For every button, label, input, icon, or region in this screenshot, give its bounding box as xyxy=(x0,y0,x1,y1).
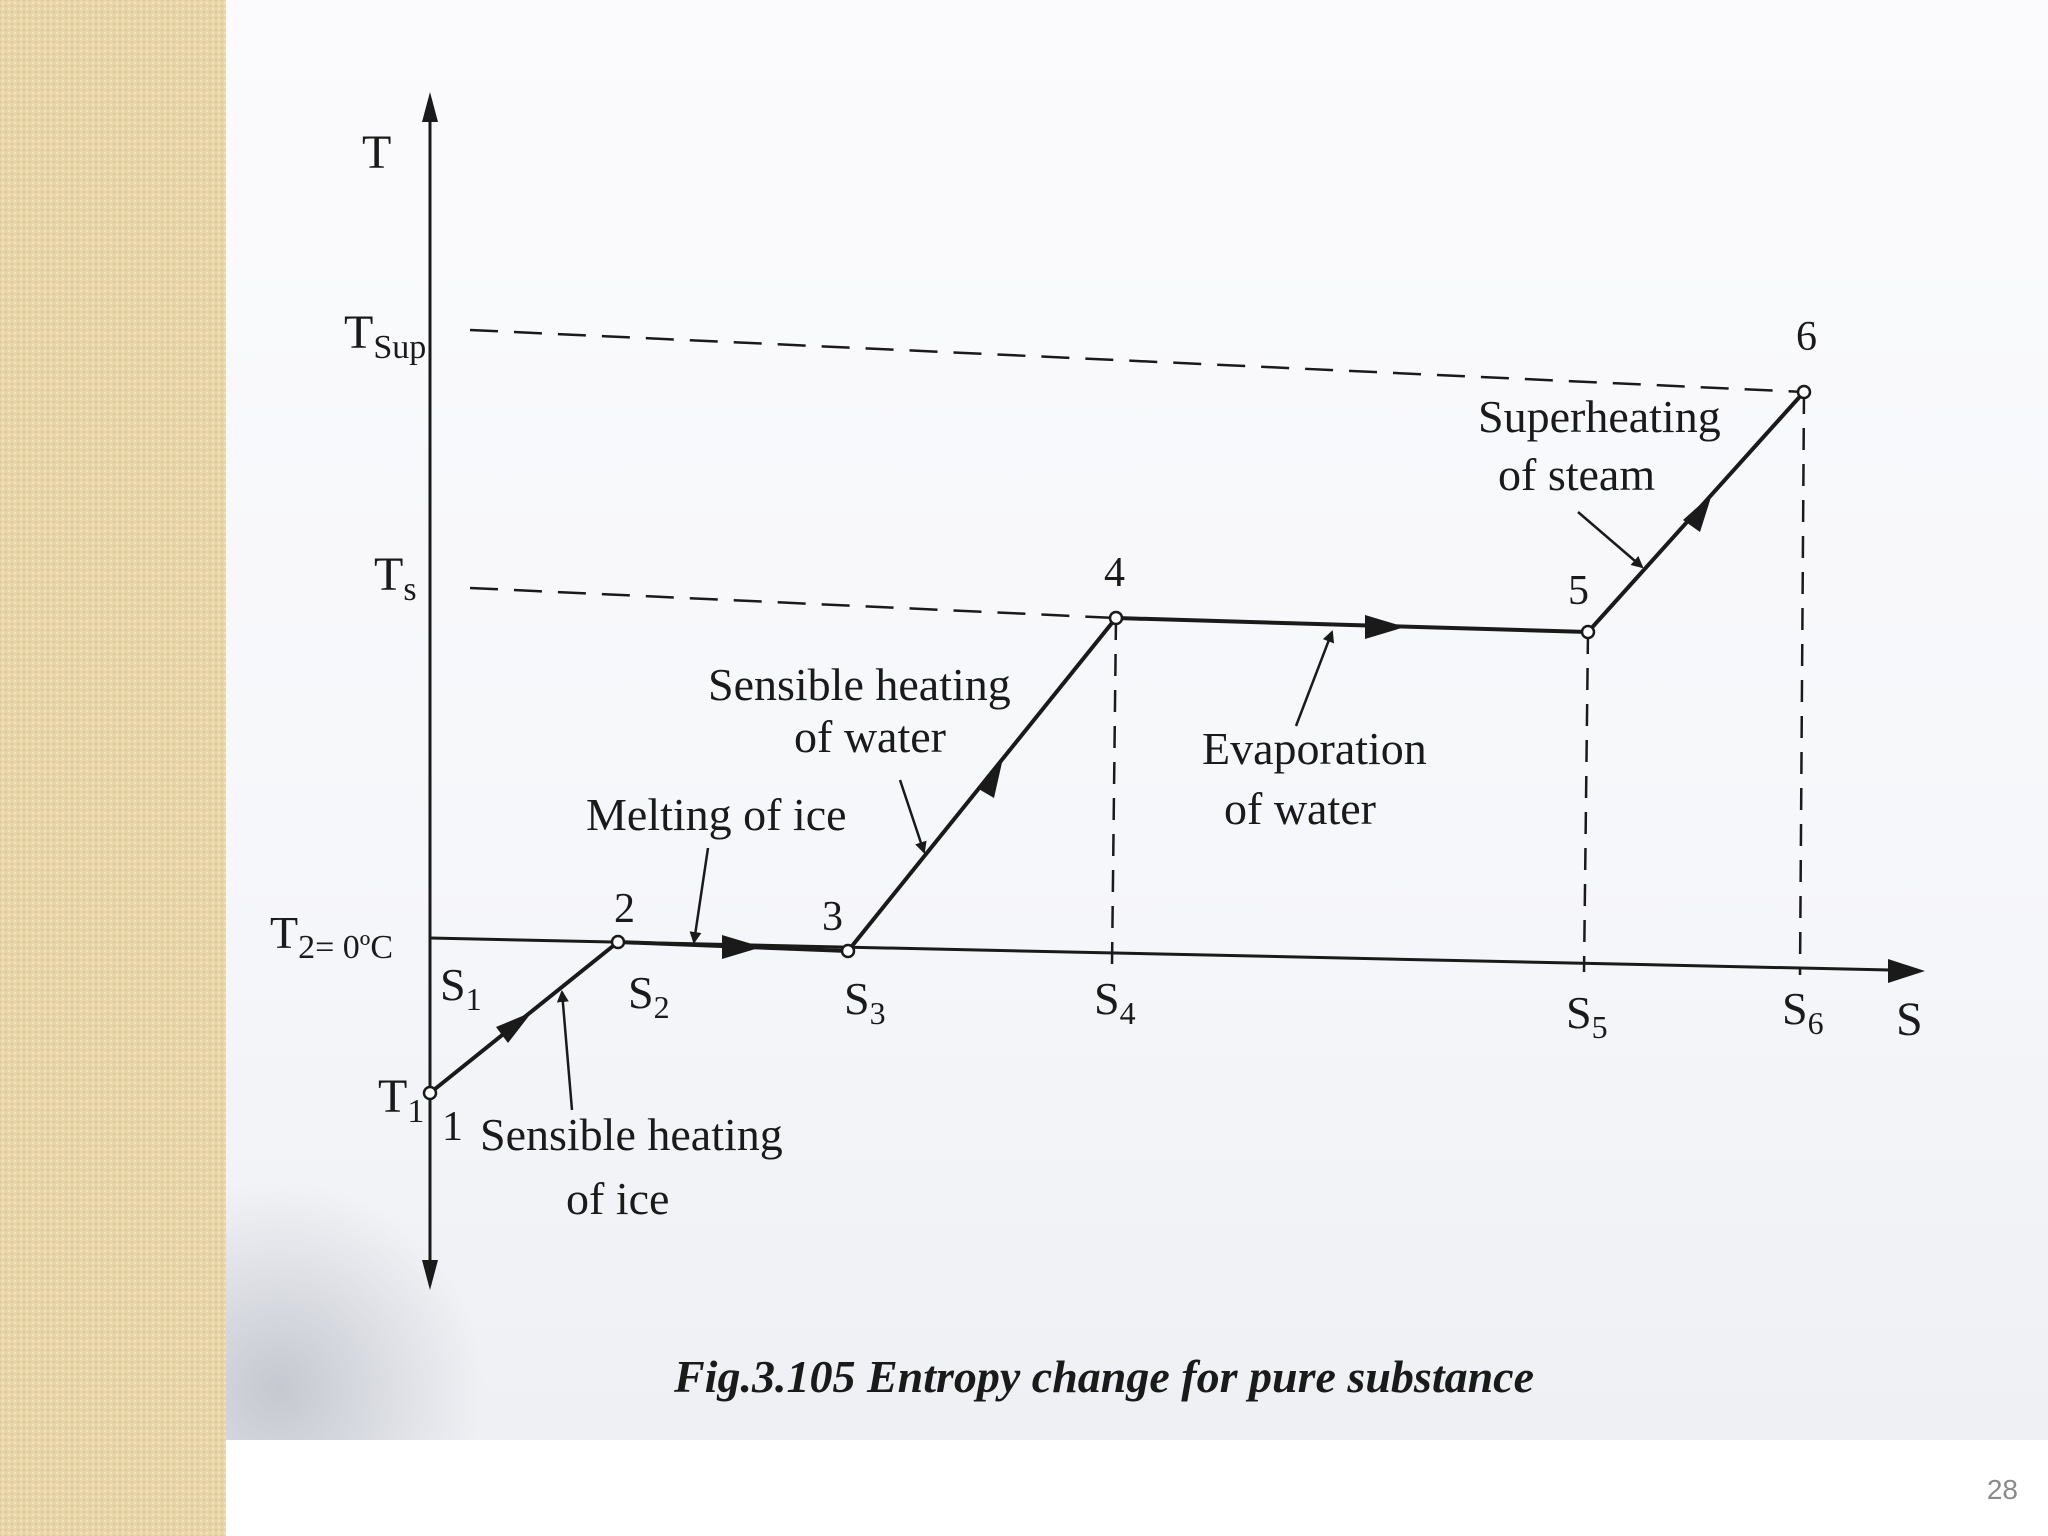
s5-dashed-line xyxy=(1582,631,1590,973)
textbook-photo-background xyxy=(226,0,2048,1440)
annotation-sensible-ice-line2: of ice xyxy=(566,1173,669,1224)
leader-melting xyxy=(689,847,710,944)
t-axis-arrow-down xyxy=(422,1260,438,1290)
direction-arrow-1-2 xyxy=(496,1012,532,1043)
figure-caption: Fig.3.105 Entropy change for pure substa… xyxy=(673,1351,1535,1402)
annotation-melting: Melting of ice xyxy=(586,789,847,840)
s-axis-label: S xyxy=(1896,993,1923,1046)
decorative-side-strip xyxy=(0,0,226,1536)
state-point-1 xyxy=(422,1085,438,1101)
s5-label: S5 xyxy=(1566,987,1608,1045)
t-axis-arrow-up xyxy=(422,92,438,122)
point-label-2: 2 xyxy=(614,886,635,932)
t-sup-dashed-line xyxy=(469,328,1805,394)
point-label-3: 3 xyxy=(822,894,843,940)
direction-arrow-5-6 xyxy=(1683,494,1712,532)
t-s-dashed-line xyxy=(469,586,1117,620)
state-point-2 xyxy=(610,934,626,950)
s6-dashed-line xyxy=(1798,391,1806,976)
annotation-sensible-ice-line1: Sensible heating xyxy=(480,1109,783,1160)
direction-arrow-4-5 xyxy=(1365,615,1405,639)
annotation-superheating-line1: Superheating xyxy=(1478,391,1721,442)
annotation-evaporation-line2: of water xyxy=(1224,783,1376,834)
t-sup-label: TSup xyxy=(344,306,426,366)
leader-evaporation xyxy=(1294,630,1335,727)
state-point-3 xyxy=(840,943,856,959)
annotation-evaporation-line1: Evaporation xyxy=(1202,723,1427,774)
s4-label: S4 xyxy=(1094,973,1136,1031)
annotation-superheating-line2: of steam xyxy=(1498,449,1655,500)
point-label-1: 1 xyxy=(442,1104,463,1150)
s3-label: S3 xyxy=(844,973,886,1031)
t-2-label: T2= 0ºC xyxy=(270,907,393,966)
point-label-4: 4 xyxy=(1104,550,1125,596)
t-axis-label: T xyxy=(362,126,391,179)
s4-dashed-line xyxy=(1110,617,1118,966)
t-1-label: T1 xyxy=(378,1070,424,1130)
leader-sensible-water xyxy=(898,779,927,854)
point-label-6: 6 xyxy=(1796,314,1817,360)
direction-arrow-2-3 xyxy=(722,935,762,959)
s-axis-arrow xyxy=(1888,959,1925,983)
s6-label: S6 xyxy=(1782,983,1824,1041)
state-point-6 xyxy=(1796,384,1812,400)
photo-shadow xyxy=(226,1180,486,1440)
point-label-5: 5 xyxy=(1568,568,1589,614)
leader-superheating xyxy=(1577,511,1644,569)
leader-sensible-ice xyxy=(556,990,574,1111)
state-point-5 xyxy=(1580,624,1596,640)
state-point-4 xyxy=(1108,610,1124,626)
s2-label: S2 xyxy=(628,967,670,1025)
s1-label: S1 xyxy=(440,959,482,1017)
t-s-label: Ts xyxy=(374,548,417,608)
page-number: 28 xyxy=(1986,1474,2018,1505)
annotation-sensible-water-line1: Sensible heating xyxy=(708,659,1011,710)
direction-arrow-3-4 xyxy=(977,758,1003,798)
annotation-sensible-water-line2: of water xyxy=(794,711,946,762)
